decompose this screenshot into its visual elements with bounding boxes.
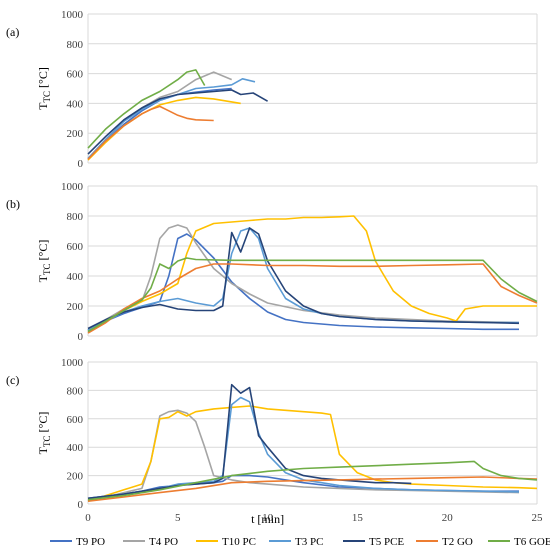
series-line-t6-goe <box>87 460 538 501</box>
x-tick-label: 10 <box>262 512 274 524</box>
x-tick-label: 5 <box>175 512 181 524</box>
y-tick-label: 0 <box>78 158 84 170</box>
y-axis-label: TTC [°C] <box>36 67 52 110</box>
y-tick-label: 600 <box>67 69 84 81</box>
y-tick-label: 600 <box>67 241 84 253</box>
series-line-t10-pc <box>87 215 537 333</box>
y-tick-label: 1000 <box>61 181 84 193</box>
series-line-t3-pc <box>87 227 519 331</box>
x-tick-label: 25 <box>532 512 544 524</box>
x-tick-label: 20 <box>442 512 454 524</box>
y-tick-label: 800 <box>67 385 84 397</box>
legend-label: T3 PC <box>295 536 323 548</box>
y-tick-label: 0 <box>78 499 84 511</box>
y-tick-label: 1000 <box>61 357 84 369</box>
legend-label: T4 PO <box>149 536 178 548</box>
x-axis-label: t [min] <box>251 512 284 526</box>
legend-label: T6 GOE <box>514 536 550 548</box>
x-tick-label: 15 <box>352 512 364 524</box>
series-line-t5-pce <box>87 227 520 330</box>
y-tick-label: 1000 <box>61 9 84 21</box>
series-line-t4-po <box>87 71 233 160</box>
y-tick-label: 400 <box>67 271 84 283</box>
legend-label: T2 GO <box>442 536 473 548</box>
series-line-t9-po <box>87 233 519 331</box>
legend-label: T10 PC <box>222 536 256 548</box>
y-tick-label: 200 <box>67 301 84 313</box>
y-tick-label: 200 <box>67 471 84 483</box>
series-line-t2-go <box>87 105 214 160</box>
y-tick-label: 600 <box>67 414 84 426</box>
x-tick-label: 0 <box>85 512 91 524</box>
series-line-t2-go <box>87 476 538 502</box>
chart-panel-3: 0 200 400 600 800 1000 (c) TTC [°C] 0 5 10 15 20 25 t … <box>6 357 543 526</box>
y-tick-label: 800 <box>67 211 84 223</box>
y-axis-label: TTC [°C] <box>36 240 52 283</box>
chart-panel-1: 0 200 400 600 800 1000 (a) TTC [°C] <box>6 9 538 170</box>
series-line-t10-pc <box>87 96 241 161</box>
y-tick-label: 800 <box>67 39 84 51</box>
legend-label: T9 PO <box>76 536 105 548</box>
series-line-t5-pce <box>87 383 412 500</box>
chart-panel-2: 0 200 400 600 800 1000 (b) TTC [°C] <box>6 181 538 343</box>
legend-label: T5 PCE <box>369 536 404 548</box>
panel-label: (a) <box>6 25 19 39</box>
y-tick-label: 0 <box>78 331 84 343</box>
panel-label: (b) <box>6 197 20 211</box>
series-line-t6-goe <box>87 257 538 333</box>
y-tick-label: 200 <box>67 128 84 140</box>
y-tick-label: 400 <box>67 442 84 454</box>
panel-label: (c) <box>6 373 19 387</box>
series-line-t5-pce <box>87 89 268 155</box>
series-line-t4-po <box>87 224 520 333</box>
series-line-t6-goe <box>87 69 206 149</box>
legend: T9 PO T4 PO T10 PC T3 PC T5 PCE T2 GO T6 GOE <box>50 536 550 548</box>
y-tick-label: 400 <box>67 98 84 110</box>
series-line-t2-go <box>87 263 538 334</box>
y-axis-label: TTC [°C] <box>36 412 52 455</box>
